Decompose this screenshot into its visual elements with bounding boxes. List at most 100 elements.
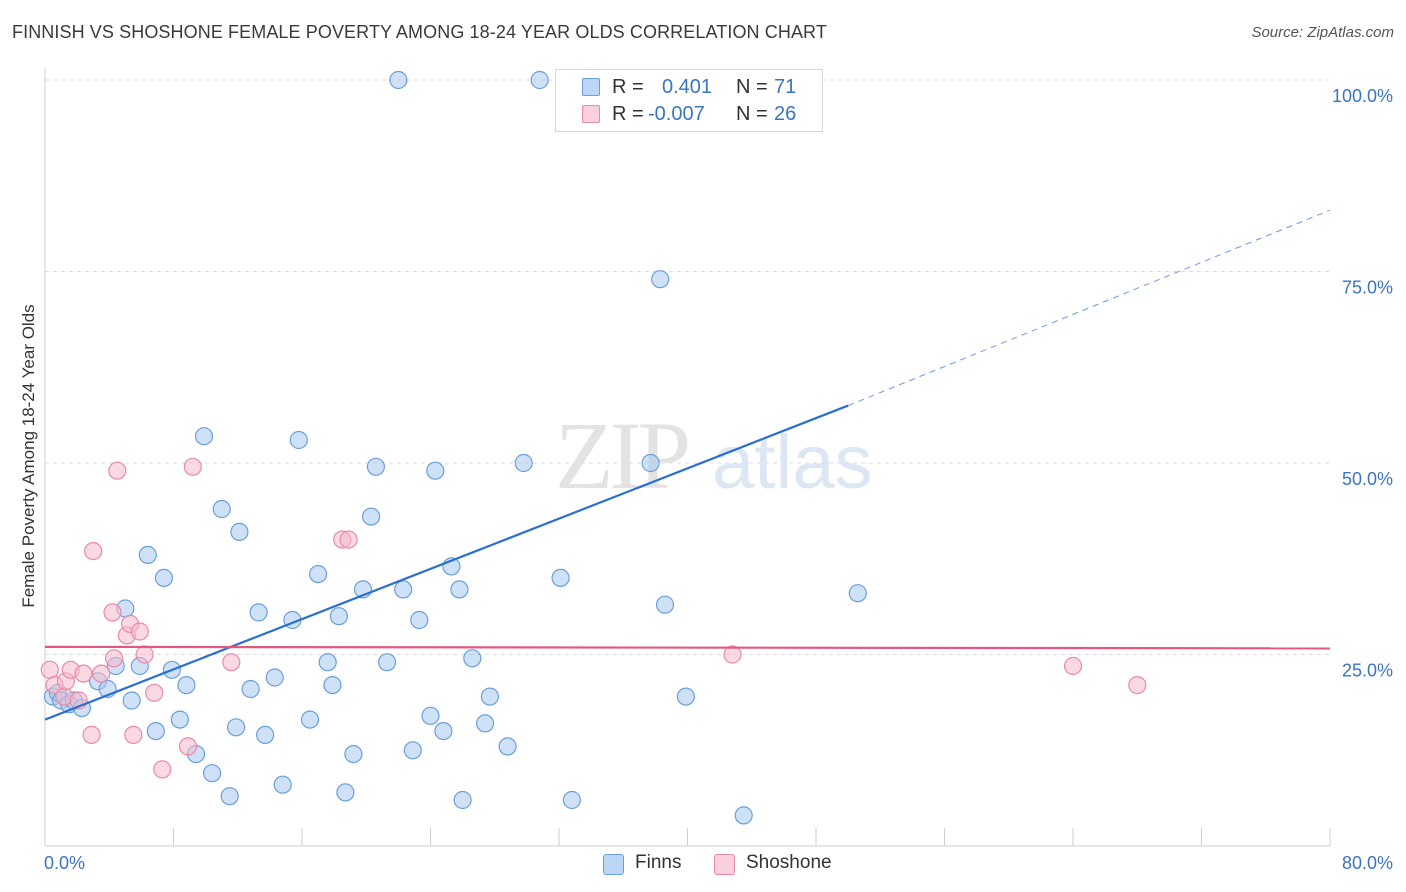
legend-label: Shoshone [746, 852, 832, 873]
finns-point [562, 790, 582, 810]
shoshone-point [178, 737, 198, 756]
finns-point [463, 649, 482, 668]
finns-point [394, 580, 413, 599]
finns-point [403, 741, 422, 760]
shoshone-legend-swatch [714, 854, 735, 875]
shoshone-point [723, 645, 742, 664]
finns-point [227, 718, 246, 737]
finns-point [655, 595, 675, 614]
finns-point [241, 679, 260, 699]
shoshone-point [153, 760, 172, 779]
data-points [40, 70, 1147, 825]
shoshone-point [145, 683, 164, 702]
finns-point [676, 687, 696, 706]
finns-point [651, 270, 670, 289]
finns-point [336, 783, 355, 802]
shoshone-point [74, 664, 93, 683]
finns-point [641, 453, 660, 473]
finns-point [256, 725, 275, 745]
n-label: N = [736, 103, 768, 125]
finns-point [421, 706, 440, 725]
watermark-atlas: atlas [712, 420, 873, 505]
stats-box: R = 0.401 N = 71 R = -0.007 N = 26 [555, 69, 823, 132]
legend-label: Finns [635, 852, 682, 873]
finns-point [220, 787, 239, 806]
finns-point [514, 453, 533, 473]
finns-point [848, 584, 867, 603]
shoshone-point [103, 603, 122, 622]
finns-legend-swatch [603, 854, 624, 875]
finns-point [530, 70, 549, 90]
finns-point [734, 806, 753, 825]
finns-point [289, 430, 308, 450]
finns-point [476, 714, 495, 733]
shoshone-point [222, 653, 241, 672]
finns-point [230, 522, 249, 542]
shoshone-point [135, 645, 154, 664]
finns-point [329, 607, 348, 626]
n-label: N = [736, 76, 768, 98]
finns-point [410, 610, 429, 630]
finns-point [366, 457, 385, 476]
stats-row-shoshone: R = -0.007 N = 26 [556, 101, 822, 127]
finns-trend-extension [847, 209, 1331, 407]
finns-point [480, 687, 499, 706]
finns-point [138, 545, 157, 565]
y-tick-label: 50.0% [1342, 469, 1393, 489]
shoshone-point [1128, 675, 1147, 695]
y-tick-label: 25.0% [1342, 661, 1393, 681]
finns-point [194, 427, 214, 446]
grid-lines [45, 79, 1330, 655]
n-value: 26 [774, 103, 797, 125]
shoshone-point [1063, 656, 1083, 676]
finns-point [426, 461, 445, 480]
legend: Finns Shoshone [0, 852, 1406, 880]
finns-point [249, 603, 268, 622]
shoshone-point [339, 530, 358, 549]
axes [44, 68, 1331, 847]
n-value: 71 [774, 76, 797, 98]
finns-point [362, 507, 381, 526]
source-label: Source: ZipAtlas.com [1251, 24, 1394, 41]
trend-lines [44, 209, 1331, 721]
finns-point [309, 564, 328, 584]
shoshone-trend-line [44, 645, 1331, 650]
finns-point [122, 691, 141, 710]
stats-row-finns: R = 0.401 N = 71 [556, 74, 822, 100]
finns-point [323, 675, 342, 695]
watermark-zip: ZIP [555, 402, 688, 509]
finns-point [318, 653, 337, 672]
x-tick-label: 0.0% [44, 853, 85, 873]
finns-point [273, 775, 292, 794]
finns-point [154, 568, 173, 588]
shoshone-point [82, 725, 101, 745]
finns-point [389, 70, 408, 90]
shoshone-point [124, 725, 143, 745]
finns-point [300, 710, 320, 729]
y-tick-label: 100.0% [1332, 86, 1393, 106]
finns-point [265, 668, 284, 687]
shoshone-point [92, 664, 111, 683]
tick-labels: 25.0% 50.0% 75.0% 100.0% 0.0% 80.0% [44, 86, 1393, 873]
finns-point [450, 580, 469, 599]
shoshone-point [84, 541, 103, 561]
finns-point [146, 721, 165, 741]
finns-point [498, 737, 517, 756]
finns-point [177, 675, 196, 695]
shoshone-point [108, 461, 127, 480]
finns-point [453, 790, 472, 810]
finns-point [551, 568, 570, 588]
x-tick-label: 80.0% [1342, 853, 1393, 873]
y-tick-label: 75.0% [1342, 278, 1393, 298]
finns-point [434, 721, 453, 741]
finns-point [378, 653, 397, 672]
finns-point [344, 744, 363, 764]
finns-trend-line [44, 404, 849, 721]
r-label: R = [612, 103, 644, 125]
shoshone-point [130, 622, 149, 641]
shoshone-point [40, 660, 59, 679]
chart-title: FINNISH VS SHOSHONE FEMALE POVERTY AMONG… [12, 22, 827, 42]
finns-swatch [582, 78, 600, 96]
shoshone-point [183, 457, 202, 476]
